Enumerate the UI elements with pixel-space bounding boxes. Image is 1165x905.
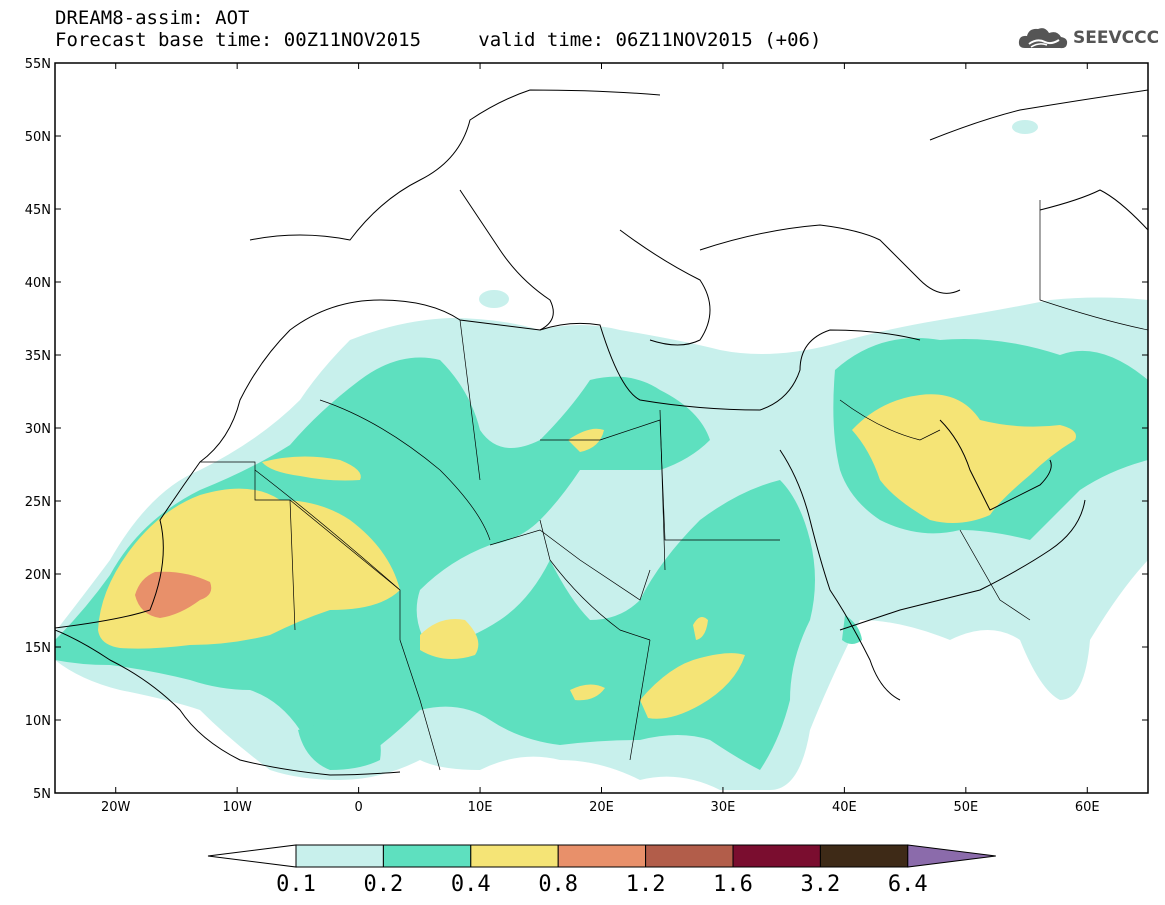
forecast-base-time: Forecast base time: 00Z11NOV2015: [55, 29, 422, 51]
lon-tick-label: 10W: [222, 800, 252, 815]
colorbar: 0.1 0.2 0.4 0.8 1.2 1.6 3.2 6.4: [207, 844, 996, 897]
lon-tick-label: 0: [354, 800, 362, 815]
lon-tick-label: 10E: [468, 800, 493, 815]
latitude-axis: 55N 50N 45N 40N 35N 30N 25N 20N 15N 10N 5N: [25, 57, 1148, 802]
colorbar-segment: [382, 844, 472, 868]
colorbar-label: 1.2: [626, 872, 666, 897]
lat-tick-label: 25N: [25, 495, 51, 510]
lat-tick-label: 15N: [25, 641, 51, 656]
colorbar-label: 0.2: [364, 872, 404, 897]
lon-tick-label: 30E: [711, 800, 736, 815]
country-borders: [200, 200, 1148, 771]
lat-tick-label: 45N: [25, 203, 51, 218]
aot-level-0.8: [135, 571, 212, 618]
lat-tick-label: 55N: [25, 57, 51, 72]
lon-tick-label: 20E: [589, 800, 614, 815]
lat-tick-label: 30N: [25, 422, 51, 437]
colorbar-under-arrow: [207, 844, 297, 868]
lat-tick-label: 50N: [25, 130, 51, 145]
title-line-1: DREAM8-assim: AOT: [55, 7, 250, 29]
map-title: DREAM8-assim: AOT Forecast base time: 00…: [55, 7, 821, 51]
colorbar-label: 3.2: [801, 872, 841, 897]
colorbar-label: 6.4: [888, 872, 928, 897]
lon-tick-label: 20W: [101, 800, 131, 815]
colorbar-segment: [470, 844, 559, 868]
colorbar-label: 0.8: [538, 872, 578, 897]
lat-tick-label: 5N: [33, 787, 51, 802]
lon-tick-label: 50E: [953, 800, 978, 815]
colorbar-over-arrow: [907, 844, 996, 868]
lat-tick-label: 10N: [25, 714, 51, 729]
colorbar-label: 1.6: [713, 872, 753, 897]
lat-tick-label: 35N: [25, 349, 51, 364]
seevccc-logo: SEEVCCC: [1017, 24, 1159, 52]
lat-tick-label: 40N: [25, 276, 51, 291]
lon-tick-label: 40E: [832, 800, 857, 815]
colorbar-segment: [732, 844, 821, 868]
colorbar-segment: [557, 844, 647, 868]
aot-field: [55, 63, 1148, 793]
lat-tick-label: 20N: [25, 568, 51, 583]
cloud-icon: [1018, 28, 1068, 49]
coastlines: [55, 89, 1148, 776]
colorbar-segment: [295, 844, 384, 868]
colorbar-segment: [645, 844, 734, 868]
colorbar-label: 0.4: [451, 872, 491, 897]
lon-tick-label: 60E: [1075, 800, 1100, 815]
colorbar-label: 0.1: [276, 872, 316, 897]
valid-time: valid time: 06Z11NOV2015 (+06): [478, 29, 822, 51]
logo-text: SEEVCCC: [1073, 28, 1160, 48]
colorbar-segment: [819, 844, 909, 868]
longitude-axis: 20W 10W 0 10E 20E 30E 40E 50E 60E: [101, 63, 1100, 815]
